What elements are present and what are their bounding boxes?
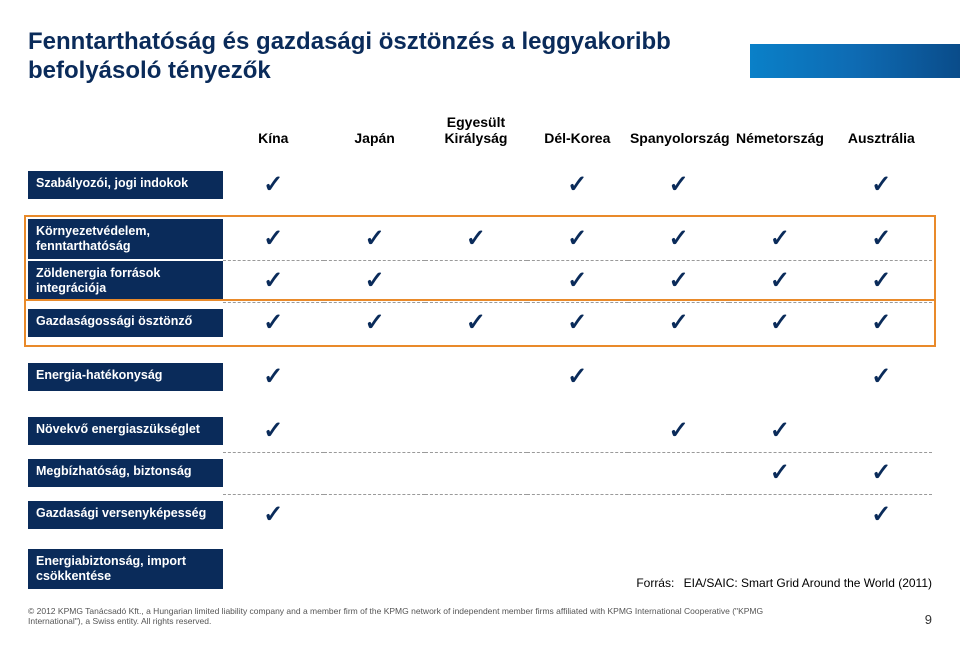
matrix-row: Növekvő energiaszükséglet✓✓✓ <box>28 410 932 452</box>
matrix-cell: ✓ <box>324 302 425 344</box>
matrix-cell <box>324 356 425 398</box>
row-label: Növekvő energiaszükséglet <box>28 417 223 445</box>
row-label: Energia-hatékonyság <box>28 363 223 391</box>
matrix-row: Energia-hatékonyság✓✓✓ <box>28 356 932 398</box>
matrix-cell <box>628 356 729 398</box>
matrix-cell <box>425 410 526 452</box>
matrix-cell: ✓ <box>527 218 628 260</box>
matrix-cell <box>527 410 628 452</box>
row-label: Gazdasági versenyképesség <box>28 501 223 529</box>
matrix-cell <box>831 410 932 452</box>
matrix-cell <box>628 452 729 494</box>
matrix-cell: ✓ <box>831 356 932 398</box>
matrix-cell <box>324 164 425 206</box>
matrix-cell <box>527 452 628 494</box>
row-label: Megbízhatóság, biztonság <box>28 459 223 487</box>
matrix-cell <box>425 356 526 398</box>
matrix-cell: ✓ <box>324 218 425 260</box>
matrix-cell: ✓ <box>831 164 932 206</box>
column-header: Spanyolország <box>628 110 729 164</box>
matrix-cell <box>729 356 830 398</box>
matrix-row: Megbízhatóság, biztonság ✓✓ <box>28 452 932 494</box>
column-header: Ausztrália <box>831 110 932 164</box>
matrix-row: Zöldenergia források integrációja✓✓✓✓✓✓ <box>28 260 932 302</box>
matrix-cell <box>425 164 526 206</box>
matrix-cell <box>324 452 425 494</box>
matrix-row: Szabályozói, jogi indokok✓✓✓✓ <box>28 164 932 206</box>
matrix-cell: ✓ <box>223 218 324 260</box>
matrix-cell: ✓ <box>628 302 729 344</box>
matrix-cell: ✓ <box>527 302 628 344</box>
matrix-cell <box>729 164 830 206</box>
matrix-cell: ✓ <box>831 260 932 302</box>
matrix-cell: ✓ <box>628 260 729 302</box>
matrix-cell: ✓ <box>729 452 830 494</box>
matrix-cell <box>425 260 526 302</box>
matrix-cell: ✓ <box>527 260 628 302</box>
column-header: Egyesült Királyság <box>425 110 526 164</box>
matrix-cell: ✓ <box>223 356 324 398</box>
matrix-cell <box>425 494 526 536</box>
matrix-cell <box>223 452 324 494</box>
matrix-cell: ✓ <box>729 410 830 452</box>
title-text: Fenntarthatóság és gazdasági ösztönzés a… <box>28 28 808 86</box>
matrix-cell: ✓ <box>324 260 425 302</box>
source-text: EIA/SAIC: Smart Grid Around the World (2… <box>684 576 932 590</box>
matrix-cell: ✓ <box>425 302 526 344</box>
comparison-matrix: KínaJapánEgyesült KirályságDél-KoreaSpan… <box>28 110 932 590</box>
matrix-cell: ✓ <box>223 302 324 344</box>
page-number: 9 <box>925 612 932 627</box>
matrix-cell: ✓ <box>223 410 324 452</box>
matrix-cell <box>729 494 830 536</box>
column-header: Németország <box>729 110 830 164</box>
source-line: Forrás: EIA/SAIC: Smart Grid Around the … <box>28 576 932 590</box>
matrix-cell: ✓ <box>628 218 729 260</box>
row-label: Szabályozói, jogi indokok <box>28 171 223 199</box>
matrix-cell: ✓ <box>831 494 932 536</box>
copyright: © 2012 KPMG Tanácsadó Kft., a Hungarian … <box>28 606 788 626</box>
matrix-cell: ✓ <box>628 410 729 452</box>
matrix-row: Gazdasági versenyképesség✓✓ <box>28 494 932 536</box>
matrix-cell: ✓ <box>223 164 324 206</box>
matrix-cell: ✓ <box>223 494 324 536</box>
matrix-cell: ✓ <box>527 356 628 398</box>
matrix-cell: ✓ <box>425 218 526 260</box>
matrix-cell: ✓ <box>729 260 830 302</box>
matrix-cell <box>527 494 628 536</box>
matrix-cell <box>324 494 425 536</box>
column-header: Dél-Korea <box>527 110 628 164</box>
matrix-row: Gazdaságossági ösztönző✓✓✓✓✓✓✓ <box>28 302 932 344</box>
column-header: Kína <box>223 110 324 164</box>
row-label: Gazdaságossági ösztönző <box>28 309 223 337</box>
matrix-row: Környezetvédelem, fenntarthatóság✓✓✓✓✓✓✓ <box>28 218 932 260</box>
matrix-cell: ✓ <box>831 302 932 344</box>
matrix-cell: ✓ <box>527 164 628 206</box>
source-label: Forrás: <box>636 576 674 590</box>
matrix-cell: ✓ <box>831 452 932 494</box>
matrix-cell: ✓ <box>831 218 932 260</box>
row-label: Környezetvédelem, fenntarthatóság <box>28 219 223 259</box>
row-label: Zöldenergia források integrációja <box>28 261 223 301</box>
matrix-cell: ✓ <box>223 260 324 302</box>
matrix-cell <box>628 494 729 536</box>
slide-title: Fenntarthatóság és gazdasági ösztönzés a… <box>28 28 808 86</box>
column-header: Japán <box>324 110 425 164</box>
matrix-cell <box>425 452 526 494</box>
matrix-cell: ✓ <box>729 218 830 260</box>
matrix-cell: ✓ <box>729 302 830 344</box>
matrix-cell <box>324 410 425 452</box>
matrix-cell: ✓ <box>628 164 729 206</box>
